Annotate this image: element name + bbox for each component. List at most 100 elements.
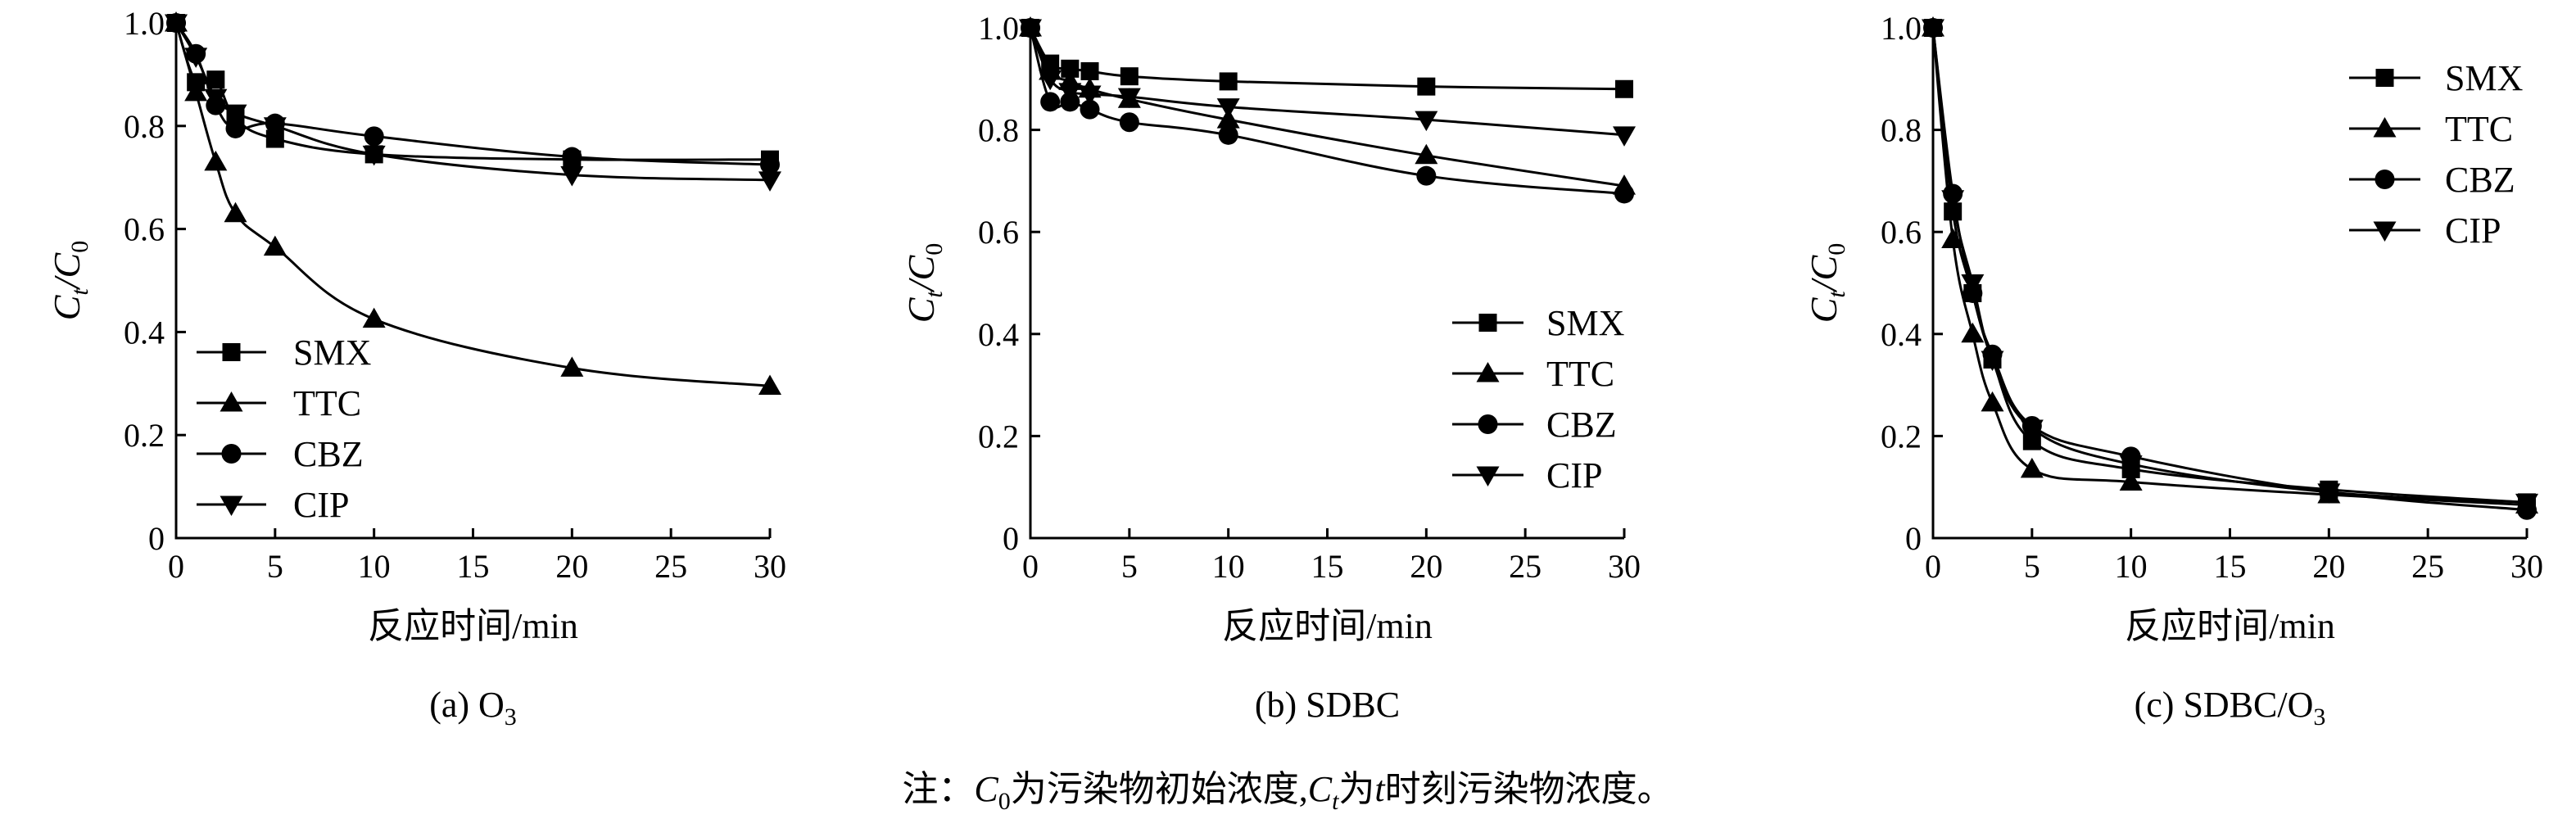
y-tick-label: 0 bbox=[148, 520, 165, 557]
legend-marker bbox=[220, 495, 243, 516]
legend-marker bbox=[1478, 314, 1497, 332]
x-tick-label: 10 bbox=[358, 548, 391, 585]
legend-marker bbox=[2375, 170, 2395, 189]
series-line bbox=[174, 22, 771, 166]
data-point bbox=[2515, 493, 2538, 514]
legend-label: CBZ bbox=[2445, 160, 2515, 200]
panel-caption: (b) SDBC bbox=[1255, 685, 1400, 725]
chart-panel-2: 0 5 10 15 20 25 30 0 0.2 0.4 0.6 0.8 1.0 反应时间/min Ct/C… bbox=[900, 10, 1641, 725]
series-TTC bbox=[165, 11, 781, 395]
data-point bbox=[1117, 88, 1141, 109]
data-point bbox=[1058, 83, 1082, 103]
data-point bbox=[263, 235, 287, 256]
axes-frame bbox=[174, 23, 770, 540]
y-tick-label: 0 bbox=[1905, 520, 1922, 557]
legend-label: TTC bbox=[2445, 109, 2513, 149]
series-line bbox=[1029, 27, 1625, 91]
series-line bbox=[174, 22, 771, 161]
legend-label: CIP bbox=[1546, 455, 1602, 495]
data-point bbox=[1416, 165, 1437, 186]
panel-caption: (c) SDBC/O3 bbox=[2135, 685, 2326, 731]
data-point bbox=[758, 374, 781, 395]
legend: SMX TTC CBZ CIP bbox=[197, 333, 371, 525]
data-point bbox=[1080, 99, 1100, 120]
legend-marker bbox=[221, 444, 242, 464]
data-point bbox=[184, 48, 208, 68]
series-SMX bbox=[1924, 19, 2536, 512]
x-tick-label: 0 bbox=[1925, 548, 1941, 585]
x-tick-label: 10 bbox=[1212, 548, 1245, 585]
data-point bbox=[1981, 391, 2004, 412]
data-point bbox=[1218, 124, 1238, 145]
data-point bbox=[1415, 111, 1438, 132]
data-point bbox=[1961, 322, 1985, 343]
data-point bbox=[1080, 61, 1099, 80]
legend: SMX TTC CBZ CIP bbox=[2349, 58, 2523, 251]
x-tick-label: 5 bbox=[267, 548, 283, 585]
legend-marker bbox=[1476, 362, 1500, 382]
data-point bbox=[224, 104, 247, 125]
data-point bbox=[758, 171, 781, 192]
legend: SMX TTC CBZ CIP bbox=[1452, 303, 1624, 495]
y-tick-label: 0.4 bbox=[978, 316, 1019, 353]
data-point bbox=[1216, 98, 1240, 119]
data-point bbox=[760, 154, 780, 174]
y-tick-label: 0.8 bbox=[124, 108, 165, 145]
legend-marker bbox=[2373, 221, 2397, 242]
axes-frame bbox=[1029, 28, 1624, 540]
series-SMX bbox=[167, 14, 779, 169]
data-point bbox=[362, 145, 386, 166]
x-tick-label: 5 bbox=[2024, 548, 2040, 585]
series-CIP bbox=[165, 14, 781, 192]
legend-label: CBZ bbox=[1546, 405, 1617, 445]
y-axis-title: Ct/C0 bbox=[900, 243, 948, 324]
data-point bbox=[560, 166, 584, 187]
data-point bbox=[1219, 72, 1238, 91]
y-tick-label: 0.2 bbox=[1881, 418, 1922, 455]
series-CIP bbox=[1019, 19, 1636, 147]
data-point bbox=[2020, 419, 2044, 441]
data-point bbox=[265, 129, 284, 148]
y-tick-label: 0.6 bbox=[1881, 214, 1922, 251]
x-tick-label: 25 bbox=[654, 548, 687, 585]
data-point bbox=[1922, 19, 1944, 39]
data-point bbox=[1120, 67, 1139, 86]
data-point bbox=[225, 118, 246, 138]
legend-label: CIP bbox=[2445, 210, 2501, 251]
data-point bbox=[362, 307, 386, 328]
data-point bbox=[1019, 19, 1042, 39]
footnote: 注：C0为污染物初始浓度,Ct为t时刻污染物浓度。 bbox=[902, 769, 1673, 815]
data-point bbox=[1941, 228, 1965, 249]
legend-marker bbox=[1476, 466, 1500, 486]
legend-label: SMX bbox=[293, 333, 371, 373]
x-tick-label: 0 bbox=[168, 548, 184, 585]
series-line bbox=[1931, 27, 2528, 512]
data-point bbox=[1415, 143, 1438, 165]
data-point bbox=[2119, 455, 2143, 476]
x-axis-title: 反应时间/min bbox=[1222, 606, 1433, 646]
y-axis-title: Ct/C0 bbox=[46, 241, 93, 321]
legend-label: CBZ bbox=[293, 434, 364, 474]
legend-label: SMX bbox=[2445, 58, 2523, 98]
data-point bbox=[204, 88, 228, 110]
series-line bbox=[1931, 27, 2528, 506]
x-axis-title: 反应时间/min bbox=[368, 606, 578, 646]
data-point bbox=[1040, 92, 1061, 112]
legend-marker bbox=[1478, 414, 1498, 434]
y-tick-label: 0.4 bbox=[1881, 316, 1922, 353]
series-SMX bbox=[1021, 19, 1633, 98]
legend-marker bbox=[2375, 69, 2394, 87]
data-point bbox=[560, 356, 584, 377]
series-CBZ bbox=[1021, 18, 1634, 204]
legend-label: CIP bbox=[293, 485, 349, 525]
data-point bbox=[364, 126, 384, 147]
y-tick-label: 1.0 bbox=[978, 10, 1019, 47]
series-CBZ bbox=[166, 13, 780, 174]
legend-label: SMX bbox=[1546, 303, 1624, 343]
series-TTC bbox=[1019, 16, 1636, 195]
data-point bbox=[2119, 470, 2143, 491]
y-tick-label: 1.0 bbox=[124, 5, 165, 42]
y-tick-label: 0.6 bbox=[978, 214, 1019, 251]
x-tick-label: 20 bbox=[555, 548, 588, 585]
